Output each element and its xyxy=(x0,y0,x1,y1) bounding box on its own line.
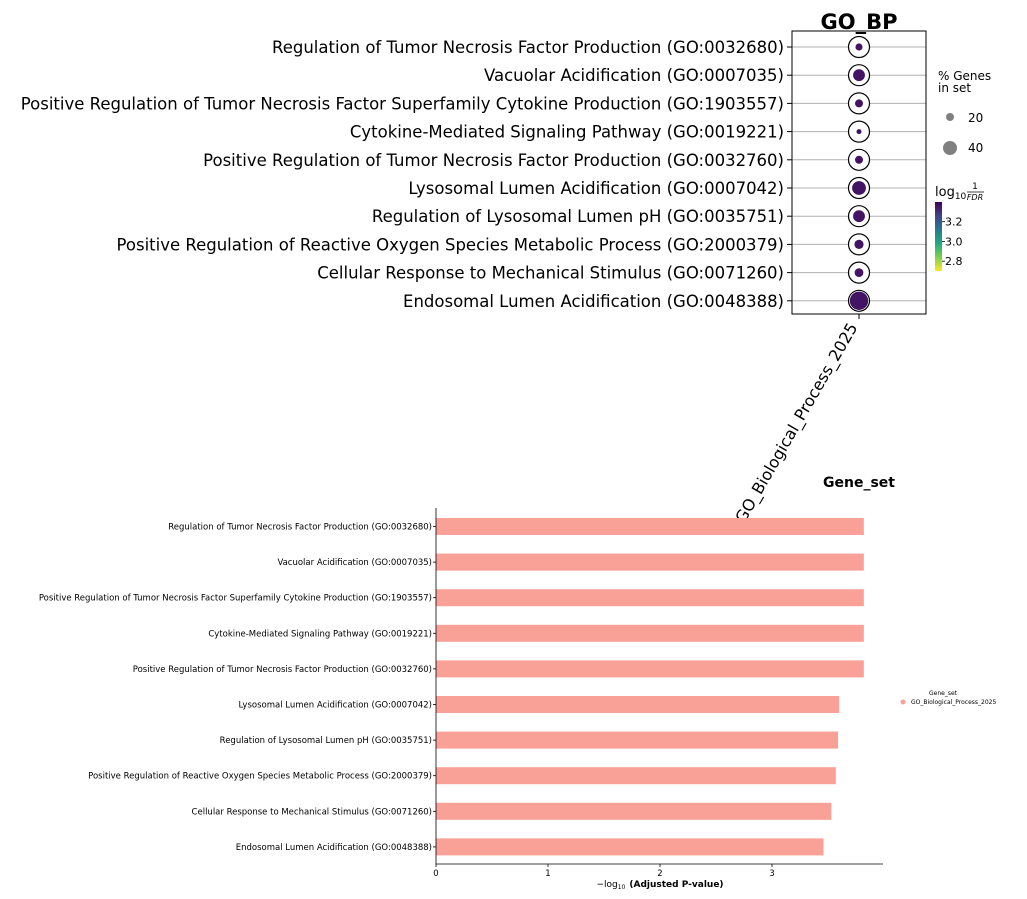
bar-chart-x-tick-label: 3 xyxy=(769,869,774,879)
bar-chart-x-axis-label: −log10 (Adjusted P-value) xyxy=(596,880,723,891)
size-legend: % Genes in set 20 40 xyxy=(938,69,991,155)
color-legend-title-denominator: FDR xyxy=(967,193,983,202)
bar-chart-legend-label: GO_Biological_Process_2025 xyxy=(911,699,996,706)
dot-plot: GO_BP Regulation of Tumor Necrosis Facto… xyxy=(21,10,991,527)
dot-plot-title: GO_BP xyxy=(821,10,898,34)
dot-plot-term-label: Positive Regulation of Reactive Oxygen S… xyxy=(117,235,784,254)
dot-plot-dot xyxy=(855,99,863,108)
dot-plot-term-label: Vacuolar Acidification (GO:0007035) xyxy=(484,66,784,85)
color-legend-tick-label: 2.8 xyxy=(945,255,963,268)
bar-chart-x-tick-label: 1 xyxy=(545,869,550,879)
dot-plot-dot xyxy=(856,129,862,135)
bar-chart-title: Gene_set xyxy=(823,475,895,491)
dot-plot-term-labels: Regulation of Tumor Necrosis Factor Prod… xyxy=(21,38,792,311)
dot-plot-term-label: Endosomal Lumen Acidification (GO:004838… xyxy=(403,292,784,311)
dot-plot-dot xyxy=(854,268,864,277)
dot-plot-dot xyxy=(855,155,863,164)
bar-chart-category-label: Lysosomal Lumen Acidification (GO:000704… xyxy=(238,701,432,711)
color-legend-ticks: 3.2 3.0 2.8 xyxy=(942,216,963,268)
bar-chart-legend-marker xyxy=(900,699,906,705)
bar-chart-legend-title: Gene_set xyxy=(929,690,958,697)
dot-plot-term-label: Cytokine-Mediated Signaling Pathway (GO:… xyxy=(350,123,784,142)
bar-chart-bar xyxy=(436,589,864,607)
size-legend-title-line2: in set xyxy=(938,81,971,95)
dot-plot-dot xyxy=(849,291,869,310)
color-legend-title-numerator: 1 xyxy=(972,182,978,192)
size-legend-marker-small xyxy=(946,113,954,121)
bar-chart-bar xyxy=(436,802,832,820)
dot-plot-dot xyxy=(855,43,863,51)
bar-chart-bar xyxy=(436,696,840,713)
bar-chart-category-label: Positive Regulation of Tumor Necrosis Fa… xyxy=(133,665,432,675)
bar-chart-category-labels: Regulation of Tumor Necrosis Factor Prod… xyxy=(39,523,436,853)
bar-chart-bars xyxy=(436,518,864,856)
dot-plot-term-label: Regulation of Lysosomal Lumen pH (GO:003… xyxy=(372,207,784,226)
dot-plot-term-label: Positive Regulation of Tumor Necrosis Fa… xyxy=(203,151,784,170)
bar-chart-category-label: Regulation of Lysosomal Lumen pH (GO:003… xyxy=(220,736,432,746)
size-legend-title-line1: % Genes xyxy=(938,69,991,83)
bar-chart-category-label: Regulation of Tumor Necrosis Factor Prod… xyxy=(168,523,432,533)
bar-chart-category-label: Vacuolar Acidification (GO:0007035) xyxy=(277,558,432,568)
bar-chart-x-tick-label: 0 xyxy=(433,869,438,879)
bar-chart-category-label: Cytokine-Mediated Signaling Pathway (GO:… xyxy=(208,629,432,639)
bar-chart-legend: Gene_set GO_Biological_Process_2025 xyxy=(900,690,996,706)
color-legend: log10 1 FDR 3.2 3.0 2.8 xyxy=(935,182,984,271)
bar-chart-category-label: Positive Regulation of Reactive Oxygen S… xyxy=(88,772,432,782)
dot-plot-term-label: Cellular Response to Mechanical Stimulus… xyxy=(317,264,784,283)
bar-chart-bar xyxy=(436,624,864,642)
bar-chart: Gene_set Regulation of Tumor Necrosis Fa… xyxy=(39,475,997,891)
bar-chart-category-label: Positive Regulation of Tumor Necrosis Fa… xyxy=(39,594,432,604)
dot-plot-dot xyxy=(853,210,865,223)
dot-plot-term-label: Lysosomal Lumen Acidification (GO:000704… xyxy=(408,179,784,198)
color-legend-tick-label: 3.0 xyxy=(945,235,963,248)
size-legend-label-large: 40 xyxy=(968,141,983,155)
size-legend-marker-large xyxy=(943,141,957,155)
bar-chart-bar xyxy=(436,731,839,749)
color-legend-bar xyxy=(935,202,942,271)
dot-plot-term-label: Regulation of Tumor Necrosis Factor Prod… xyxy=(272,38,784,57)
dot-plot-dot xyxy=(854,239,864,250)
bar-chart-x-tick-label: 2 xyxy=(657,869,662,879)
dot-plot-dots xyxy=(847,35,871,312)
bar-chart-bar xyxy=(436,553,864,571)
dot-plot-term-label: Positive Regulation of Tumor Necrosis Fa… xyxy=(21,94,784,113)
bar-chart-bar xyxy=(436,518,864,535)
size-legend-label-small: 20 xyxy=(968,111,983,125)
bar-chart-bar xyxy=(436,660,864,678)
bar-chart-x-ticks: 0 1 2 3 xyxy=(433,864,775,879)
dot-plot-x-tick-label: GO_Biological_Process_2025 xyxy=(731,320,862,527)
bar-chart-category-label: Cellular Response to Mechanical Stimulus… xyxy=(192,807,432,817)
bar-chart-category-label: Endosomal Lumen Acidification (GO:004838… xyxy=(236,843,432,853)
color-legend-tick-label: 3.2 xyxy=(945,216,963,229)
bar-chart-bar xyxy=(436,838,824,856)
bar-chart-bar xyxy=(436,767,836,785)
color-legend-title: log10 xyxy=(935,185,967,202)
dot-plot-dot xyxy=(852,181,866,195)
dot-plot-dot xyxy=(853,69,865,82)
